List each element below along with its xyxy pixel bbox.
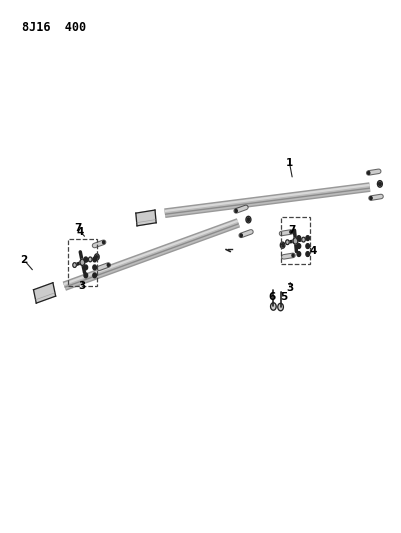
Circle shape xyxy=(291,254,293,257)
Circle shape xyxy=(378,182,380,185)
Text: 5: 5 xyxy=(279,292,287,302)
Circle shape xyxy=(305,252,309,256)
Circle shape xyxy=(102,241,104,244)
Circle shape xyxy=(377,181,381,187)
Circle shape xyxy=(93,257,96,262)
Circle shape xyxy=(367,172,369,174)
Circle shape xyxy=(279,242,284,248)
Text: 4: 4 xyxy=(77,227,84,237)
Circle shape xyxy=(305,236,309,240)
Circle shape xyxy=(107,264,109,266)
Circle shape xyxy=(95,255,98,259)
Circle shape xyxy=(296,236,300,240)
Circle shape xyxy=(84,273,87,278)
Circle shape xyxy=(93,273,96,278)
Text: 2: 2 xyxy=(20,255,28,265)
Circle shape xyxy=(296,244,300,248)
Circle shape xyxy=(84,257,87,262)
Polygon shape xyxy=(33,282,55,303)
Circle shape xyxy=(270,303,275,310)
Circle shape xyxy=(305,244,309,248)
Circle shape xyxy=(94,254,99,260)
Circle shape xyxy=(289,231,291,233)
Circle shape xyxy=(296,252,300,256)
Bar xyxy=(280,217,309,264)
Circle shape xyxy=(239,234,242,237)
Text: 7: 7 xyxy=(74,223,81,233)
Circle shape xyxy=(277,303,283,311)
Circle shape xyxy=(88,257,92,262)
Circle shape xyxy=(292,238,297,244)
Circle shape xyxy=(80,259,85,265)
Circle shape xyxy=(93,265,96,270)
Circle shape xyxy=(301,237,304,242)
Circle shape xyxy=(235,209,237,212)
Circle shape xyxy=(285,240,288,245)
Circle shape xyxy=(245,216,250,223)
Text: 3: 3 xyxy=(79,281,86,291)
Text: 6: 6 xyxy=(267,292,275,302)
Text: 1: 1 xyxy=(285,158,292,167)
Text: 7: 7 xyxy=(288,225,295,235)
Circle shape xyxy=(84,265,87,270)
Circle shape xyxy=(369,197,371,199)
Circle shape xyxy=(281,244,283,247)
Circle shape xyxy=(73,263,76,268)
Bar xyxy=(68,239,97,286)
Circle shape xyxy=(247,218,249,221)
Polygon shape xyxy=(136,210,156,226)
Text: 4: 4 xyxy=(309,246,316,255)
Text: 8J16  400: 8J16 400 xyxy=(22,21,86,34)
Text: 3: 3 xyxy=(285,283,292,293)
